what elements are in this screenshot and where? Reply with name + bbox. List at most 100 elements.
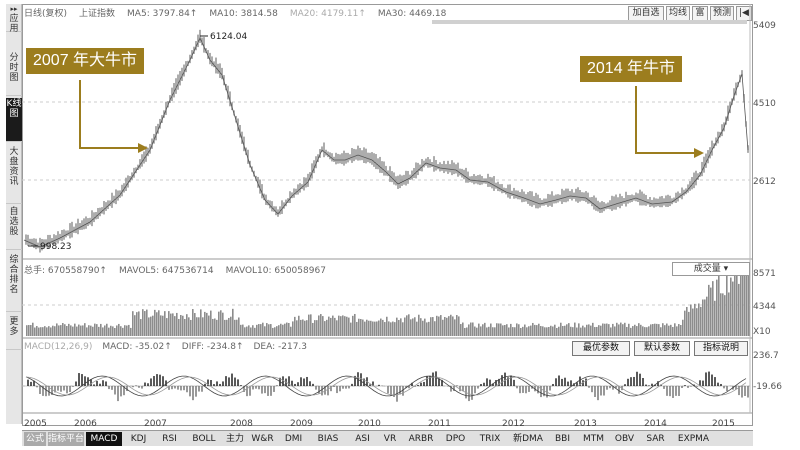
scroll-track[interactable] — [432, 20, 747, 24]
volume-bar — [436, 315, 438, 336]
volume-bar — [352, 315, 354, 336]
tab-macd[interactable]: MACD — [86, 432, 122, 446]
volume-bar — [548, 326, 550, 336]
volume-bar — [248, 325, 250, 336]
volume-bar — [556, 327, 558, 336]
volume-bar — [466, 327, 468, 336]
tab-rsi[interactable]: RSI — [162, 434, 177, 444]
volume-bar — [372, 321, 374, 336]
tab-arbr[interactable]: ARBR — [408, 434, 434, 444]
tab-sar[interactable]: SAR — [646, 434, 665, 444]
ma30-value: MA30: 4469.18 — [377, 9, 447, 19]
tab-dpo[interactable]: DPO — [445, 434, 466, 444]
volume-bar — [344, 316, 346, 336]
volume-bar — [282, 324, 284, 336]
volume-bar — [292, 321, 294, 336]
volume-bar — [118, 323, 120, 336]
volume-bar — [504, 325, 506, 336]
volume-bar — [542, 326, 544, 336]
tab-[interactable]: 指标平台 — [48, 432, 85, 446]
sidebar-item-watchlist[interactable]: 自选股 — [6, 206, 22, 250]
volume-bar — [62, 323, 64, 336]
optimal-params-button[interactable]: 最优参数 — [572, 341, 630, 356]
volume-bar — [550, 325, 552, 336]
volume-bar — [722, 293, 724, 336]
volume-bar — [78, 324, 80, 336]
volume-bar — [220, 310, 222, 336]
volume-bar — [300, 319, 302, 336]
tab-vr[interactable]: VR — [383, 434, 397, 444]
volume-bar — [28, 325, 30, 336]
volume-bar — [694, 303, 696, 336]
volume-bar — [406, 315, 408, 336]
x-axis-label: 2008 — [230, 419, 253, 429]
volume-bar — [428, 321, 430, 336]
volume-bar — [330, 317, 332, 336]
volume-bar — [392, 321, 394, 336]
tab-wr[interactable]: W&R — [251, 434, 274, 444]
volume-bar — [508, 327, 510, 336]
volume-bar — [488, 326, 490, 336]
sidebar-item-ranking[interactable]: 综合排名 — [6, 254, 22, 312]
tab-mtm[interactable]: MTM — [582, 434, 605, 444]
volume-bar — [662, 323, 664, 336]
volume-bar — [64, 324, 66, 336]
volume-bar — [44, 326, 46, 336]
tab-dmi[interactable]: DMI — [284, 434, 303, 444]
volume-bar — [270, 324, 272, 336]
volume-bar — [716, 279, 718, 336]
volume-bar — [668, 325, 670, 336]
volume-bar — [682, 319, 684, 336]
volume-bar — [80, 325, 82, 336]
tab-dma[interactable]: 新DMA — [513, 434, 543, 444]
volume-bar — [470, 322, 472, 336]
tab-trix[interactable]: TRIX — [479, 434, 501, 444]
volume-bar — [240, 324, 242, 336]
volume-bar — [462, 322, 464, 336]
volume-bar — [26, 325, 28, 336]
volume-bar — [58, 325, 60, 336]
indicator-select[interactable]: 成交量 ▾ — [672, 262, 750, 276]
tab-boll[interactable]: BOLL — [192, 434, 216, 444]
tab-expma[interactable]: EXPMA — [677, 434, 710, 444]
default-params-button[interactable]: 默认参数 — [634, 341, 690, 356]
sidebar-item-more[interactable]: 更多 — [6, 316, 22, 350]
sidebar-item-apps[interactable]: ▸▸ 应用 — [6, 4, 22, 34]
tab-bbi[interactable]: BBI — [554, 434, 570, 444]
forecast-button[interactable]: 预测 — [710, 6, 734, 21]
volume-bar — [98, 326, 100, 336]
volume-bar — [580, 327, 582, 336]
volume-bar — [310, 314, 312, 336]
tab-obv[interactable]: OBV — [614, 434, 635, 444]
indicator-help-button[interactable]: 指标说明 — [694, 341, 748, 356]
tab-[interactable]: 公式 — [24, 432, 46, 446]
volume-bar — [536, 325, 538, 336]
back-arrow-icon[interactable]: |◀ — [736, 6, 752, 21]
x-axis-label: 2014 — [644, 419, 667, 429]
volume-bar — [90, 325, 92, 336]
volume-bar — [408, 314, 410, 336]
volume-bar — [202, 317, 204, 336]
tab-asi[interactable]: ASI — [355, 434, 370, 444]
volume-bar — [254, 327, 256, 336]
volume-bar — [284, 323, 286, 336]
volume-bar — [684, 310, 686, 336]
volume-bar — [276, 326, 278, 336]
x-axis-label: 2010 — [358, 419, 381, 429]
sidebar-item-timeshare[interactable]: 分时图 — [6, 52, 22, 96]
volume-bar — [192, 309, 194, 336]
volume-bar — [114, 327, 116, 336]
sidebar-item-kline[interactable]: K线图 — [6, 98, 22, 142]
volume-bar — [200, 309, 202, 336]
volume-bar — [396, 317, 398, 336]
sidebar-item-market-news[interactable]: 大盘资讯 — [6, 146, 22, 204]
tab-bias[interactable]: BIAS — [317, 434, 339, 444]
tab-[interactable]: 主力 — [225, 434, 244, 444]
volume-bar — [382, 319, 384, 336]
volume-bar — [42, 327, 44, 336]
volume-bar — [648, 326, 650, 336]
volume-bar — [328, 316, 330, 336]
volume-bar — [606, 323, 608, 336]
volume-bar — [674, 323, 676, 336]
tab-kdj[interactable]: KDJ — [130, 434, 147, 444]
